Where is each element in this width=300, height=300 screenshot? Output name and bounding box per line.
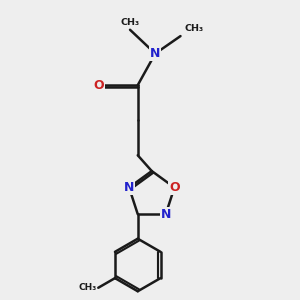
Text: CH₃: CH₃ <box>78 283 97 292</box>
Text: N: N <box>160 208 171 221</box>
Text: CH₃: CH₃ <box>121 18 140 27</box>
Text: N: N <box>124 181 134 194</box>
Text: O: O <box>94 79 104 92</box>
Text: O: O <box>169 181 180 194</box>
Text: N: N <box>150 47 160 60</box>
Text: CH₃: CH₃ <box>184 24 203 33</box>
